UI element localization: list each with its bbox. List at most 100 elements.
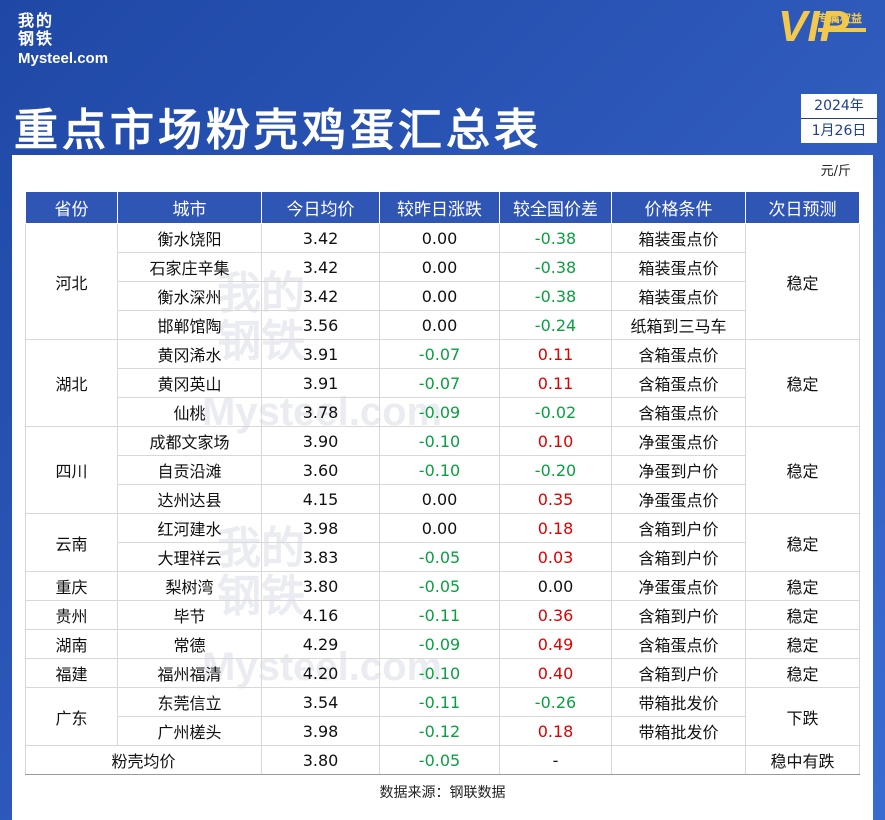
cell-change: -0.10 — [379, 658, 500, 688]
cell-province: 贵州 — [25, 600, 118, 630]
cell-province: 湖南 — [25, 629, 118, 659]
cell-forecast: 稳定 — [745, 339, 860, 427]
cell-condition: 带箱批发价 — [611, 716, 746, 746]
header-price: 今日均价 — [261, 191, 380, 224]
cell-price: 4.29 — [261, 629, 380, 659]
table-row: 衡水深州 3.42 0.00 -0.38 箱装蛋点价 — [26, 281, 860, 311]
cell-diff: 0.00 — [499, 571, 612, 601]
cell-diff: 0.18 — [499, 513, 612, 543]
cell-city: 东莞信立 — [117, 687, 262, 717]
cell-city: 达州达县 — [117, 484, 262, 514]
vip-text: VIP — [778, 2, 849, 51]
table-row: 湖北 黄冈浠水 3.91 -0.07 0.11 含箱蛋点价 稳定 — [25, 339, 860, 427]
cell-condition: 带箱批发价 — [611, 687, 746, 717]
logo-cn: 我的钢铁 — [18, 11, 55, 48]
cell-city: 梨树湾 — [117, 571, 262, 601]
egg-price-table: 省份 城市 今日均价 较昨日涨跌 较全国价差 价格条件 次日预测 河北 衡水饶阳 3… — [25, 191, 860, 775]
average-price: 3.80 — [261, 745, 380, 775]
date-box: 2024年 1月26日 — [801, 94, 877, 143]
cell-condition: 含箱蛋点价 — [611, 368, 746, 398]
cell-diff: -0.26 — [499, 687, 612, 717]
cell-forecast: 稳定 — [745, 629, 860, 659]
table-row: 云南 红河建水 3.98 0.00 0.18 含箱到户价 稳定 — [25, 513, 860, 572]
vip-underline — [818, 28, 866, 32]
average-forecast: 稳中有跌 — [745, 745, 860, 775]
table-row: 石家庄辛集 3.42 0.00 -0.38 箱装蛋点价 — [26, 252, 860, 282]
header-diff: 较全国价差 — [499, 191, 612, 224]
table-row: 仙桃 3.78 -0.09 -0.02 含箱蛋点价 — [26, 397, 860, 427]
cell-price: 3.42 — [261, 281, 380, 311]
header-province: 省份 — [25, 191, 118, 224]
table-row: 湖南 常德 4.29 -0.09 0.49 含箱蛋点价 稳定 — [25, 629, 860, 659]
cell-change: 0.00 — [379, 310, 500, 340]
cell-price: 3.91 — [261, 339, 380, 369]
average-condition — [611, 745, 746, 775]
average-diff: - — [499, 745, 612, 775]
cell-change: -0.10 — [379, 455, 500, 485]
cell-condition: 含箱蛋点价 — [611, 397, 746, 427]
cell-diff: 0.35 — [499, 484, 612, 514]
cell-diff: 0.49 — [499, 629, 612, 659]
cell-city: 黄冈浠水 — [117, 339, 262, 369]
cell-change: -0.05 — [379, 542, 500, 572]
cell-condition: 净蛋蛋点价 — [611, 571, 746, 601]
table-panel: 元/斤 我的 钢铁 Mysteel.com 我的 钢铁 Mysteel.com 省份… — [12, 155, 873, 820]
cell-price: 4.16 — [261, 600, 380, 630]
cell-condition: 箱装蛋点价 — [611, 252, 746, 282]
data-source: 数据来源：钢联数据 — [379, 785, 506, 801]
table-row: 贵州 毕节 4.16 -0.11 0.36 含箱到户价 稳定 — [25, 600, 860, 630]
date-day: 1月26日 — [811, 123, 867, 139]
cell-city: 自贡沿滩 — [117, 455, 262, 485]
cell-price: 3.80 — [261, 571, 380, 601]
cell-change: -0.07 — [379, 368, 500, 398]
cell-price: 3.83 — [261, 542, 380, 572]
cell-city: 仙桃 — [117, 397, 262, 427]
table-row: 广东 东莞信立 3.54 -0.11 -0.26 带箱批发价 下跌 — [25, 687, 860, 746]
mysteel-logo: 我的钢铁 Mysteel.com — [18, 11, 108, 68]
header-condition: 价格条件 — [611, 191, 746, 224]
cell-diff: 0.03 — [499, 542, 612, 572]
cell-condition: 净蛋蛋点价 — [611, 426, 746, 456]
table-header-row: 省份 城市 今日均价 较昨日涨跌 较全国价差 价格条件 次日预测 — [25, 191, 860, 224]
cell-change: -0.10 — [379, 426, 500, 456]
table-row: 福建 福州福清 4.20 -0.10 0.40 含箱到户价 稳定 — [25, 658, 860, 688]
cell-diff: 0.11 — [499, 368, 612, 398]
cell-price: 3.78 — [261, 397, 380, 427]
cell-city: 成都文家场 — [117, 426, 262, 456]
cell-change: -0.09 — [379, 397, 500, 427]
cell-price: 4.20 — [261, 658, 380, 688]
cell-change: 0.00 — [379, 513, 500, 543]
table-row: 河北 衡水饶阳 3.42 0.00 -0.38 箱装蛋点价 稳定 — [25, 223, 860, 340]
cell-condition: 含箱到户价 — [611, 600, 746, 630]
cell-diff: 0.36 — [499, 600, 612, 630]
cell-city: 衡水深州 — [117, 281, 262, 311]
cell-province: 湖北 — [25, 339, 118, 427]
cell-condition: 净蛋蛋点价 — [611, 484, 746, 514]
header-city: 城市 — [117, 191, 262, 224]
cell-city: 广州槎头 — [117, 716, 262, 746]
cell-price: 3.91 — [261, 368, 380, 398]
cell-diff: -0.38 — [499, 281, 612, 311]
cell-province: 云南 — [25, 513, 118, 572]
cell-change: 0.00 — [379, 484, 500, 514]
cell-price: 4.15 — [261, 484, 380, 514]
cell-condition: 含箱到户价 — [611, 542, 746, 572]
cell-diff: 0.11 — [499, 339, 612, 369]
cell-price: 3.42 — [261, 252, 380, 282]
cell-diff: 0.40 — [499, 658, 612, 688]
cell-forecast: 下跌 — [745, 687, 860, 746]
cell-price: 3.98 — [261, 716, 380, 746]
cell-condition: 净蛋到户价 — [611, 455, 746, 485]
cell-price: 3.60 — [261, 455, 380, 485]
cell-forecast: 稳定 — [745, 571, 860, 601]
cell-city: 常德 — [117, 629, 262, 659]
table-row: 自贡沿滩 3.60 -0.10 -0.20 净蛋到户价 — [26, 455, 860, 485]
cell-city: 红河建水 — [117, 513, 262, 543]
vip-tag: 专属权益 — [818, 12, 862, 25]
date-year: 2024年 — [801, 94, 877, 119]
cell-price: 3.90 — [261, 426, 380, 456]
cell-city: 大理祥云 — [117, 542, 262, 572]
cell-province: 重庆 — [25, 571, 118, 601]
cell-condition: 纸箱到三马车 — [611, 310, 746, 340]
cell-diff: -0.38 — [499, 223, 612, 253]
